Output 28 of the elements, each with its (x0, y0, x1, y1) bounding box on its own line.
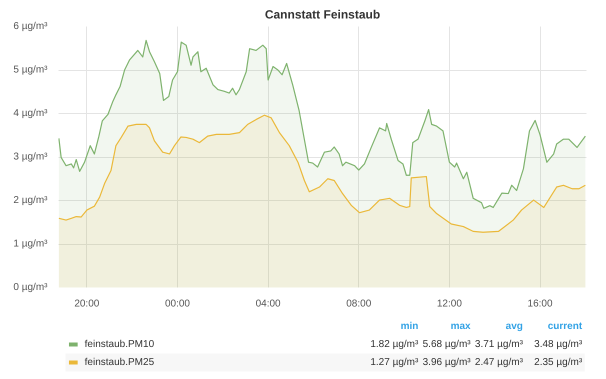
text: 1.82 µg/m³ (370, 339, 420, 350)
y-tick-label: 3 µg/m³ (13, 152, 48, 162)
y-tick-label: 2 µg/m³ (13, 195, 48, 206)
text: 2.35 µg/m³ (534, 357, 583, 368)
chart-title: Cannstatt Feinstaub (264, 8, 380, 22)
y-tick-label: 4 µg/m³ (13, 108, 48, 119)
y-tick-label: 1 µg/m³ (13, 238, 48, 250)
x-tick-label: 00:00 (164, 298, 190, 310)
x-tick-label: 04:00 (256, 298, 282, 310)
x-tick-label: 16:00 (528, 298, 553, 310)
x-tick-label: 20:00 (74, 298, 100, 310)
text: 2.47 µg/m³ (474, 357, 524, 368)
text: current (548, 321, 583, 332)
y-tick-label: 6 µg/m³ (13, 21, 48, 32)
text: avg (506, 321, 523, 332)
text: 3.48 µg/m³ (534, 339, 583, 350)
text: 3.71 µg/m³ (474, 339, 524, 350)
text: max (450, 321, 472, 332)
legend-label: feinstaub.PM25 (84, 357, 155, 368)
y-tick-label: 5 µg/m³ (13, 64, 48, 76)
legend-label: feinstaub.PM10 (84, 339, 155, 350)
text: 5.68 µg/m³ (422, 339, 472, 350)
y-tick-label: 0 µg/m³ (13, 282, 48, 293)
x-tick-label: 08:00 (346, 298, 372, 310)
x-tick-label: 12:00 (436, 298, 462, 310)
text: min (400, 321, 418, 332)
text: 3.96 µg/m³ (422, 357, 472, 368)
text: 1.27 µg/m³ (370, 357, 420, 368)
